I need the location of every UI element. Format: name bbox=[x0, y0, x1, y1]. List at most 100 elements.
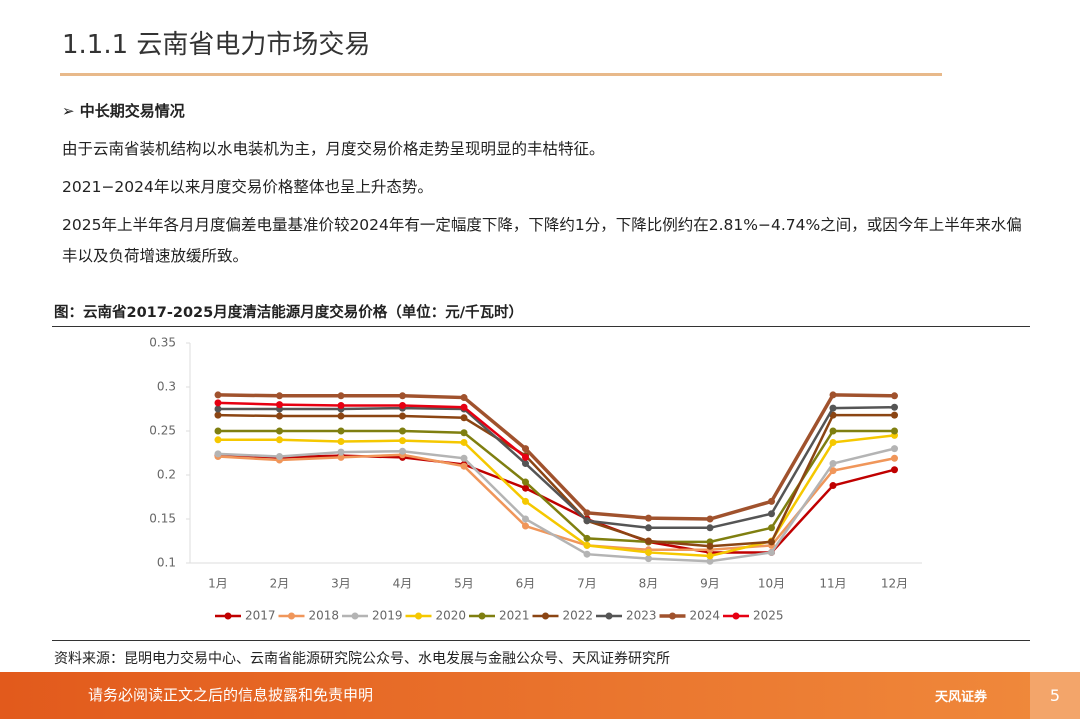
point bbox=[645, 524, 652, 532]
x-tick-label: 12月 bbox=[881, 577, 908, 591]
point bbox=[337, 392, 345, 400]
legend-label: 2022 bbox=[563, 609, 594, 623]
legend-marker bbox=[605, 612, 613, 620]
point bbox=[829, 404, 837, 412]
paragraph: 由于云南省装机结构以水电装机为主，月度交易价格走势呈现明显的丰枯特征。 bbox=[62, 140, 605, 158]
page-number: 5 bbox=[1030, 672, 1080, 719]
point bbox=[645, 555, 652, 563]
x-tick-label: 8月 bbox=[639, 577, 659, 591]
point bbox=[460, 394, 468, 402]
point bbox=[276, 436, 283, 444]
point bbox=[891, 454, 898, 462]
series-line bbox=[218, 429, 895, 544]
footer-band bbox=[0, 672, 1080, 719]
legend-label: 2019 bbox=[372, 609, 403, 623]
point bbox=[891, 445, 898, 453]
legend-marker bbox=[288, 612, 295, 620]
point bbox=[214, 411, 222, 419]
series-line bbox=[217, 401, 527, 459]
point bbox=[706, 542, 714, 550]
point bbox=[276, 427, 283, 435]
point bbox=[706, 557, 714, 565]
point bbox=[522, 453, 529, 461]
x-tick-label: 10月 bbox=[758, 577, 785, 591]
point bbox=[891, 466, 898, 474]
point bbox=[829, 427, 837, 435]
point bbox=[706, 552, 714, 560]
y-tick-label: 0.25 bbox=[149, 424, 176, 438]
y-tick-label: 0.2 bbox=[157, 468, 176, 482]
point bbox=[583, 509, 591, 517]
point bbox=[337, 453, 345, 461]
disclaimer: 请务必阅读正文之后的信息披露和免责申明 bbox=[88, 686, 374, 704]
point bbox=[768, 548, 775, 556]
legend-marker bbox=[224, 612, 232, 620]
x-tick-label: 4月 bbox=[393, 577, 413, 591]
y-tick-label: 0.35 bbox=[149, 336, 176, 350]
point bbox=[522, 515, 529, 523]
point bbox=[399, 412, 406, 420]
point bbox=[337, 412, 345, 420]
legend-label: 2017 bbox=[245, 609, 276, 623]
point bbox=[706, 515, 714, 523]
source-rule bbox=[52, 640, 1030, 641]
point bbox=[891, 392, 898, 400]
x-tick-label: 7月 bbox=[577, 577, 597, 591]
point bbox=[891, 411, 898, 419]
point bbox=[768, 510, 775, 518]
point bbox=[399, 447, 406, 455]
point bbox=[399, 392, 406, 400]
point bbox=[214, 450, 222, 458]
point bbox=[829, 467, 837, 475]
point bbox=[768, 538, 775, 546]
series-line bbox=[217, 447, 895, 563]
point bbox=[522, 497, 529, 505]
legend-marker bbox=[415, 612, 422, 620]
point bbox=[214, 391, 222, 399]
legend-marker bbox=[732, 612, 740, 620]
title-rule bbox=[60, 73, 942, 76]
legend-label: 2025 bbox=[753, 609, 784, 623]
point bbox=[214, 427, 222, 435]
legend-label: 2018 bbox=[309, 609, 340, 623]
point bbox=[891, 427, 898, 435]
point bbox=[214, 405, 222, 413]
point bbox=[522, 522, 529, 530]
series-line bbox=[217, 454, 895, 554]
point bbox=[214, 436, 222, 444]
x-tick-label: 2月 bbox=[270, 577, 290, 591]
paragraph: 2021−2024年以来月度交易价格整体也呈上升态势。 bbox=[62, 178, 433, 196]
point bbox=[399, 427, 406, 435]
series-line bbox=[218, 434, 895, 558]
point bbox=[829, 438, 837, 446]
point bbox=[337, 401, 345, 409]
point bbox=[891, 403, 898, 411]
x-tick-label: 5月 bbox=[454, 577, 474, 591]
slide-title: 1.1.1 云南省电力市场交易 bbox=[62, 30, 371, 60]
point bbox=[522, 484, 529, 492]
point bbox=[522, 445, 529, 453]
caption-rule bbox=[52, 326, 1030, 327]
point bbox=[645, 537, 652, 545]
x-tick-label: 1月 bbox=[208, 577, 228, 591]
point bbox=[276, 401, 283, 409]
point bbox=[768, 497, 775, 505]
point bbox=[276, 453, 283, 461]
legend-label: 2021 bbox=[499, 609, 530, 623]
y-tick-label: 0.3 bbox=[157, 380, 176, 394]
point bbox=[645, 548, 652, 556]
series-line bbox=[218, 405, 895, 530]
point bbox=[829, 391, 837, 399]
point bbox=[460, 454, 468, 462]
bullet-text: 中长期交易情况 bbox=[79, 102, 185, 120]
point bbox=[583, 541, 591, 549]
point bbox=[214, 399, 222, 407]
point bbox=[460, 462, 468, 470]
paragraph: 2025年上半年各月月度偏差电量基准价较2024年有一定幅度下降，下降约1分，下… bbox=[62, 216, 1022, 265]
x-tick-label: 6月 bbox=[516, 577, 536, 591]
point bbox=[583, 550, 591, 558]
legend-label: 2023 bbox=[626, 609, 657, 623]
point bbox=[337, 438, 345, 446]
